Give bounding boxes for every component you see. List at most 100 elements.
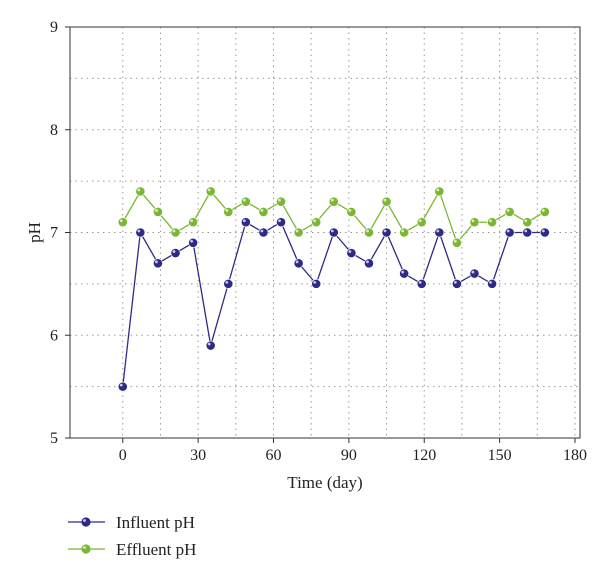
influent-ph-point <box>539 227 550 238</box>
legend-influent-ph-swatch-marker <box>81 517 91 527</box>
effluent-ph-point <box>153 207 163 217</box>
effluent-ph-point-highlight <box>401 229 405 233</box>
effluent-ph-point-highlight <box>418 219 422 223</box>
effluent-ph-point-highlight <box>436 188 440 192</box>
influent-ph-point <box>469 268 480 279</box>
effluent-ph-point <box>135 186 146 197</box>
plot-frame <box>69 26 581 439</box>
influent-ph-point-highlight <box>155 260 158 264</box>
influent-ph-point <box>346 248 357 258</box>
influent-ph-point <box>381 227 392 238</box>
influent-ph-point-highlight <box>313 280 317 284</box>
effluent-ph-point <box>381 196 392 207</box>
influent-ph-line <box>122 221 545 387</box>
effluent-ph-point <box>293 227 304 238</box>
x-tick-label: 0 <box>119 447 127 464</box>
x-tick-label: 150 <box>488 447 512 464</box>
effluent-ph-point-highlight <box>295 229 299 233</box>
y-tick-label: 6 <box>50 327 58 344</box>
effluent-ph-point <box>223 207 234 217</box>
effluent-ph-point <box>311 217 322 228</box>
influent-ph-point-highlight <box>207 342 211 346</box>
influent-ph-point-highlight <box>401 270 405 274</box>
effluent-ph-point <box>451 237 462 248</box>
influent-ph-point <box>364 258 374 269</box>
effluent-ph-point-highlight <box>242 198 246 202</box>
effluent-ph-point <box>117 217 128 228</box>
y-tick-label: 9 <box>50 19 58 36</box>
effluent-ph-point-highlight <box>453 239 457 243</box>
influent-ph-point <box>487 278 497 289</box>
x-tick-label: 180 <box>563 447 587 464</box>
effluent-ph-point-highlight <box>524 219 528 223</box>
influent-ph-point <box>223 278 234 289</box>
influent-ph-point <box>451 278 462 289</box>
effluent-ph-point <box>188 217 199 228</box>
effluent-ph-point <box>487 217 497 228</box>
effluent-ph-point <box>328 196 339 207</box>
effluent-ph-point <box>205 186 216 197</box>
x-tick-label: 30 <box>190 447 206 464</box>
effluent-ph-point-highlight <box>330 198 334 202</box>
influent-ph-point <box>188 237 199 248</box>
effluent-ph-point-highlight <box>383 198 387 202</box>
influent-ph-point <box>434 227 445 238</box>
effluent-ph-point <box>240 196 251 207</box>
influent-ph-point-highlight <box>541 229 545 233</box>
effluent-ph-point-highlight <box>155 209 158 212</box>
x-tick-label: 90 <box>341 447 357 464</box>
effluent-ph-point <box>276 196 286 207</box>
effluent-ph-point-highlight <box>506 209 510 212</box>
effluent-ph-point-highlight <box>225 209 229 212</box>
influent-ph-point <box>170 248 181 258</box>
influent-ph-point-highlight <box>453 280 457 284</box>
effluent-ph-point-highlight <box>172 229 176 233</box>
axis-ticks: 0 30 60 90 120 150 180 5 6 7 8 9 <box>50 19 587 464</box>
influent-ph-point <box>205 340 216 351</box>
effluent-ph-point <box>416 217 427 228</box>
influent-ph-point <box>504 227 515 238</box>
effluent-ph-point <box>170 227 181 238</box>
legend-influent-ph-label: Influent pH <box>116 513 195 532</box>
x-axis-label: Time (day) <box>287 473 362 492</box>
influent-ph-point-highlight <box>137 229 141 233</box>
influent-ph-point-highlight <box>172 250 176 253</box>
effluent-ph-point-highlight <box>366 229 369 233</box>
y-tick-label: 7 <box>50 225 58 242</box>
effluent-ph-point <box>504 207 515 217</box>
effluent-ph-point-highlight <box>260 209 264 212</box>
effluent-ph-point <box>434 186 445 197</box>
influent-ph-point <box>117 381 128 392</box>
effluent-ph-point <box>469 217 480 228</box>
influent-ph-point <box>416 278 427 289</box>
effluent-ph-point <box>399 227 410 238</box>
influent-ph-point-highlight <box>471 270 475 274</box>
effluent-ph-point-highlight <box>190 219 194 223</box>
effluent-ph-point <box>539 207 550 217</box>
influent-ph-point <box>276 217 286 228</box>
series-layer <box>117 186 550 392</box>
effluent-ph-point-highlight <box>541 209 545 212</box>
effluent-ph-point-highlight <box>348 209 352 212</box>
effluent-ph-point <box>364 227 374 238</box>
effluent-ph-point-highlight <box>278 198 281 202</box>
influent-ph-point-highlight <box>348 250 352 253</box>
x-tick-label: 120 <box>412 447 436 464</box>
effluent-ph-point <box>346 207 357 217</box>
influent-ph-point-highlight <box>330 229 334 233</box>
legend-effluent-ph-swatch-marker <box>81 544 91 554</box>
influent-ph-point <box>135 227 146 238</box>
influent-ph-point-highlight <box>119 383 123 387</box>
influent-ph-point-highlight <box>506 229 510 233</box>
influent-ph-point <box>311 278 322 289</box>
influent-ph-point <box>328 227 339 238</box>
legend: Influent pH Effluent pH <box>68 513 196 559</box>
influent-ph-point-highlight <box>418 280 422 284</box>
effluent-ph-point-highlight <box>489 219 492 223</box>
influent-ph-point <box>399 268 410 279</box>
influent-ph-point-highlight <box>278 219 281 223</box>
effluent-ph-point <box>258 207 269 217</box>
influent-ph-point-highlight <box>190 239 194 243</box>
influent-ph-point <box>258 227 269 238</box>
